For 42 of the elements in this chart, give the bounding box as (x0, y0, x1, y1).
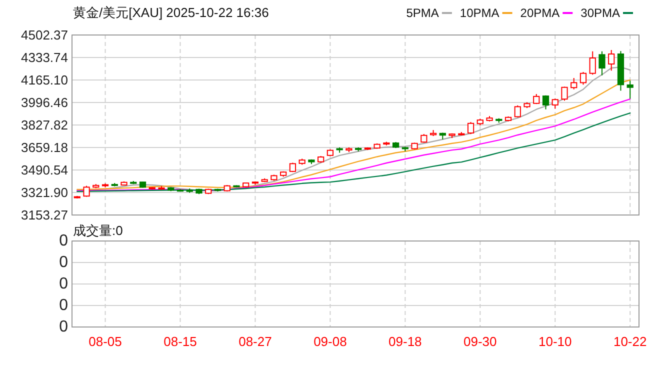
candlestick (467, 122, 474, 135)
line-series (76, 98, 631, 192)
category-label: 08-15 (164, 334, 197, 349)
candlestick (589, 50, 596, 76)
text: 0 (59, 232, 68, 250)
y-tick-label: 3153.27 (21, 208, 68, 222)
candlestick (608, 49, 615, 72)
candlestick (83, 185, 90, 198)
legend-label: 10PMA (460, 6, 500, 20)
candlestick (552, 98, 558, 110)
candlestick (598, 50, 606, 76)
y-tick-label: 4165.10 (21, 72, 68, 88)
category-label: 08-27 (238, 334, 272, 349)
category-label: 10-22 (613, 334, 647, 349)
legend-label: 5PMA (406, 6, 439, 20)
candlestick (542, 94, 550, 110)
chart-title: 黄金/美元[XAU] 2025-10-22 16:36 (73, 5, 269, 20)
legend-label: 20PMA (520, 6, 560, 20)
candlestick (514, 104, 521, 118)
text: 成交量:0 (73, 223, 123, 238)
category-label: 09-18 (388, 334, 422, 349)
text: 0 (59, 297, 68, 314)
category-label: 09-08 (314, 334, 347, 349)
category-label: 10-10 (538, 334, 572, 349)
text: 0 (59, 318, 68, 336)
category-label: 08-05 (88, 334, 122, 349)
candlestick (580, 72, 587, 86)
line-series (76, 112, 631, 192)
y-tick-label: 3321.90 (21, 185, 68, 200)
y-tick-label: 4333.74 (21, 50, 68, 65)
y-tick-label: 3827.82 (21, 118, 68, 132)
y-tick-label: 3490.54 (21, 162, 68, 178)
category-label: 09-30 (464, 334, 497, 349)
text: 0 (59, 276, 68, 292)
legend-label: 30PMA (580, 6, 620, 20)
candlestick (570, 78, 578, 90)
candlestick (561, 86, 568, 102)
y-tick-label: 4502.37 (21, 28, 68, 42)
y-tick-label: 3996.46 (21, 95, 68, 110)
candlestick (626, 80, 634, 100)
y-tick-label: 3659.18 (21, 140, 68, 155)
text: 0 (59, 254, 68, 271)
